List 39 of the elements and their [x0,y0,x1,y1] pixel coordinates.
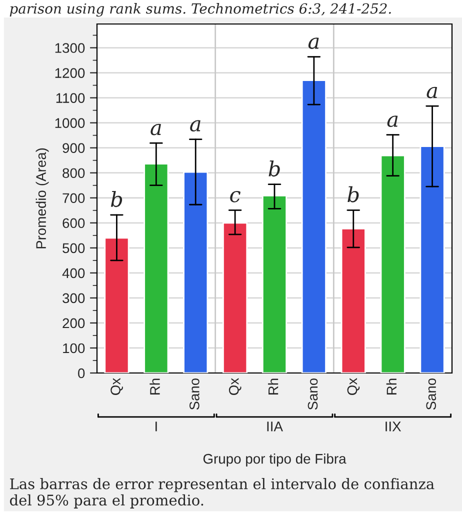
y-tick-label: 800 [62,168,85,178]
text: I [156,422,157,432]
data-label: b [110,190,122,208]
y-tick-label: 600 [62,218,85,228]
y-tick-label: 1000 [55,118,85,128]
data-label: b [268,160,280,177]
x-tick-label: Sano [308,378,318,410]
x-axis-title: Grupo por tipo de Fibra [203,454,346,466]
x-tick-label: Qx [228,378,242,395]
x-tick-label: Qx [110,378,123,395]
y-axis-title: Promedio (Area) [36,148,49,248]
y-tick-label: 300 [62,293,85,304]
y-tick-label: 1200 [55,68,85,78]
y-tick-label: 700 [62,193,85,204]
data-label: b [348,186,359,202]
data-label: a [387,116,398,128]
data-label: a [190,120,200,132]
x-tick-label: Rh [268,378,278,394]
x-tick-label: Sano [426,378,436,410]
y-tick-label: 0 [78,368,85,378]
y-tick-label: 100 [63,343,85,354]
y-tick-label: 1300 [55,43,85,53]
data-label: a [308,38,319,49]
text: parison using rank sums. Technometrics 6:3, 241-252. [10,3,391,17]
data-label: a [426,86,438,98]
y-tick-label: 400 [62,268,85,278]
y-tick-label: 500 [62,243,85,254]
x-tick-label: Qx [347,378,360,395]
text: IIA [267,422,283,432]
y-tick-label: 900 [62,143,85,154]
x-tick-label: Sano [190,378,200,410]
data-label: c [230,190,240,202]
text: IIX [386,422,402,432]
data-label: a [150,124,161,136]
y-tick-label: 1100 [56,93,85,103]
y-tick-label: 200 [62,318,85,328]
x-tick-label: Rh [386,378,396,394]
x-tick-label: Rh [150,378,160,394]
text: Las barras de error representan el intervalo de confianza del 95% para el promedio. [10,478,434,508]
